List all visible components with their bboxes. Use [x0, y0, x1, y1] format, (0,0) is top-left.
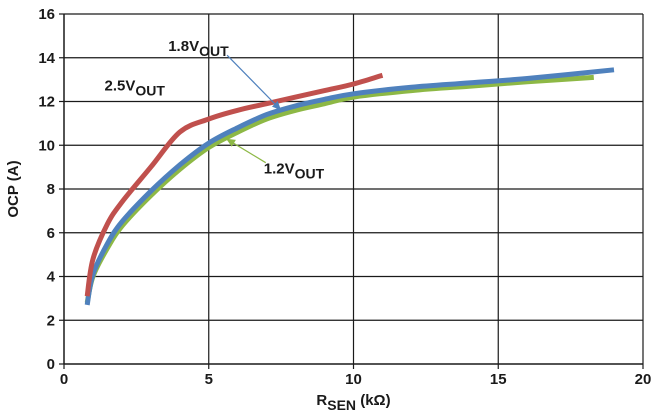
y-tick-label: 6 — [47, 225, 55, 242]
x-tick-label: 0 — [60, 371, 68, 388]
y-tick-label: 4 — [47, 269, 56, 286]
series-label-1-2v-out: 1.2VOUT — [264, 161, 325, 182]
x-tick-label: 15 — [490, 371, 507, 388]
series-lines — [84, 67, 615, 306]
y-tick-label: 12 — [38, 94, 55, 111]
axes — [59, 13, 644, 369]
series-label-1-8v-out: 1.8VOUT — [168, 38, 229, 59]
tick-labels: 0 5 10 15 20 0 2 4 6 8 10 12 14 16 — [38, 6, 651, 388]
x-tick-label: 5 — [205, 371, 213, 388]
y-tick-label: 2 — [47, 312, 55, 329]
y-axis-title: OCP (A) — [5, 160, 22, 217]
annotation-arrow-line — [226, 54, 282, 111]
series-line-1-2v-out — [84, 74, 594, 304]
y-tick-label: 10 — [38, 137, 55, 154]
series-line-2-5v-out — [84, 72, 384, 297]
x-axis-title: RSEN (kΩ) — [316, 392, 390, 413]
annotation-arrowhead — [226, 138, 236, 147]
x-tick-label: 20 — [635, 371, 652, 388]
y-tick-label: 8 — [47, 181, 55, 198]
y-tick-label: 14 — [38, 50, 55, 67]
series-line-1-8v-out — [84, 67, 615, 306]
y-tick-label: 16 — [38, 6, 55, 23]
series-label-2-5v-out: 2.5VOUT — [105, 78, 166, 99]
y-tick-label: 0 — [47, 356, 55, 373]
x-tick-label: 10 — [345, 371, 362, 388]
annotation-arrowhead — [271, 101, 282, 111]
